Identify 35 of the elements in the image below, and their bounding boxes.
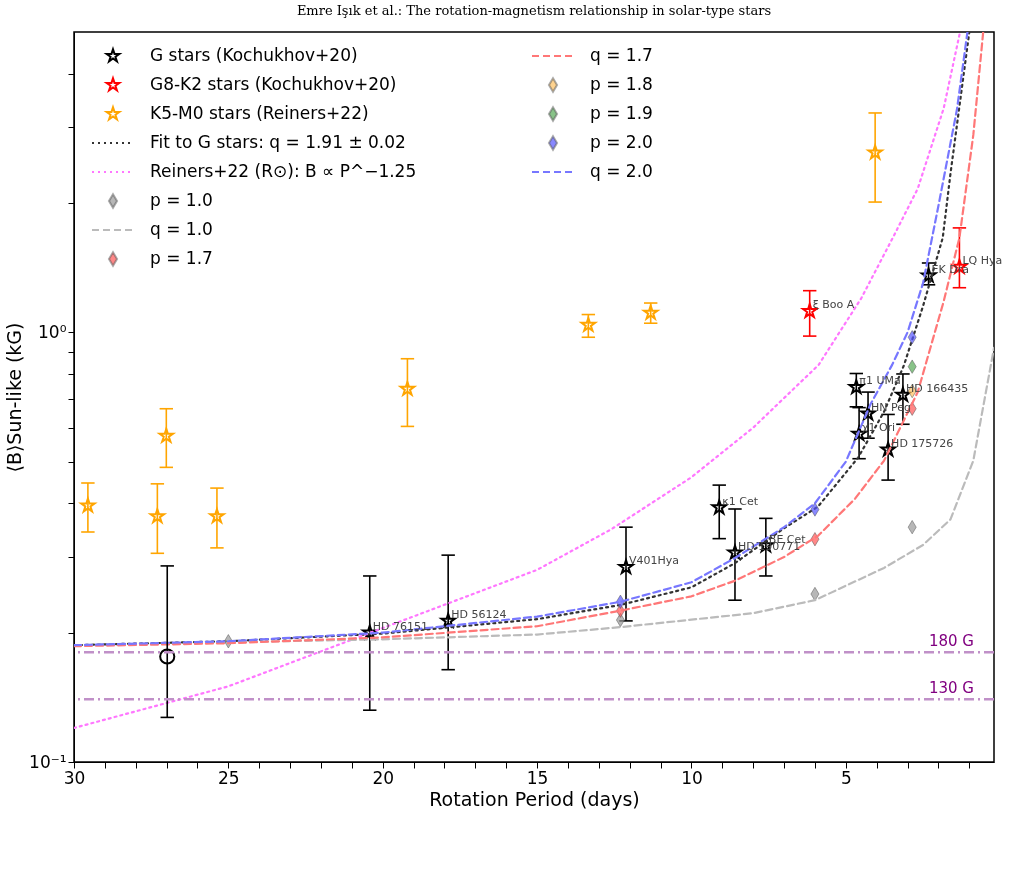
annotation: ξ Boo A [812,298,855,312]
point [159,648,176,665]
chart-title: Emre Işık et al.: The rotation-magnetism relationship in solar-type stars [296,3,772,18]
annotation: HD 166435 [905,381,969,395]
ref-line-label: 130 G [928,679,974,698]
legend-label: G8-K2 stars (Kochukhov+20) [150,74,397,94]
annotation: π1 UMa [859,374,901,388]
legend-label: Fit to G stars: q = 1.91 ± 0.02 [150,132,406,152]
x-tick-label: 10 [681,767,703,788]
legend-label: K5-M0 stars (Reiners+22) [150,103,369,123]
legend-label: p = 1.0 [150,190,213,210]
legend-label: q = 1.0 [150,219,213,239]
x-tick-label: 15 [526,767,549,788]
legend-label: Reiners+22 (R⊙): B ∝ P^−1.25 [150,161,417,181]
annotation: HD 175726 [891,436,954,450]
point [156,427,176,445]
legend-label: p = 1.9 [590,103,653,123]
x-tick-label: 25 [218,767,240,788]
legend-label: p = 2.0 [590,132,653,152]
legend-label: p = 1.8 [590,74,653,94]
legend-label: q = 1.7 [590,45,653,65]
annotation: V401Hya [629,554,680,568]
legend-label: q = 2.0 [590,161,653,181]
point [578,316,598,334]
legend-label: G stars (Kochukhov+20) [150,45,358,65]
legend-label: p = 1.7 [150,248,213,268]
y-axis-title: ⟨B⟩Sun-like (kG) [3,322,26,473]
point [397,380,417,398]
annotation: HD 56124 [451,607,507,621]
x-axis-title: Rotation Period (days) [429,787,640,810]
y-tick-label: 10⁰ [38,321,67,342]
x-tick-label: 5 [840,767,852,788]
point [147,507,167,525]
x-tick-label: 20 [372,767,395,788]
ref-line-label: 180 G [928,632,974,651]
